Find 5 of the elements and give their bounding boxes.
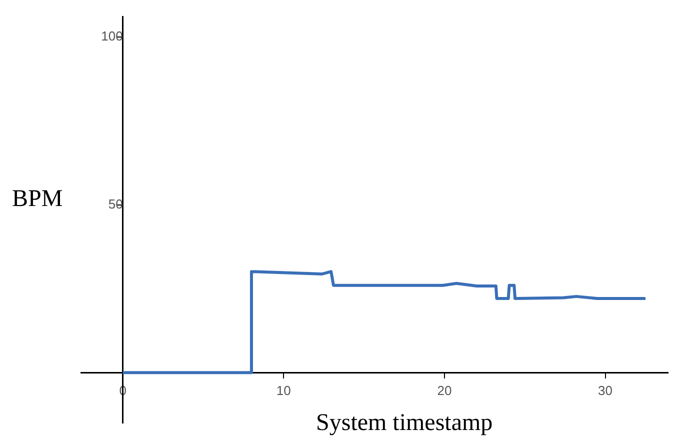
x-axis-title: System timestamp: [316, 410, 493, 437]
x-tick-label: 20: [437, 383, 452, 398]
x-tick-label: 30: [598, 383, 613, 398]
x-tick-label: 10: [276, 383, 291, 398]
y-axis-title: BPM: [12, 186, 63, 213]
